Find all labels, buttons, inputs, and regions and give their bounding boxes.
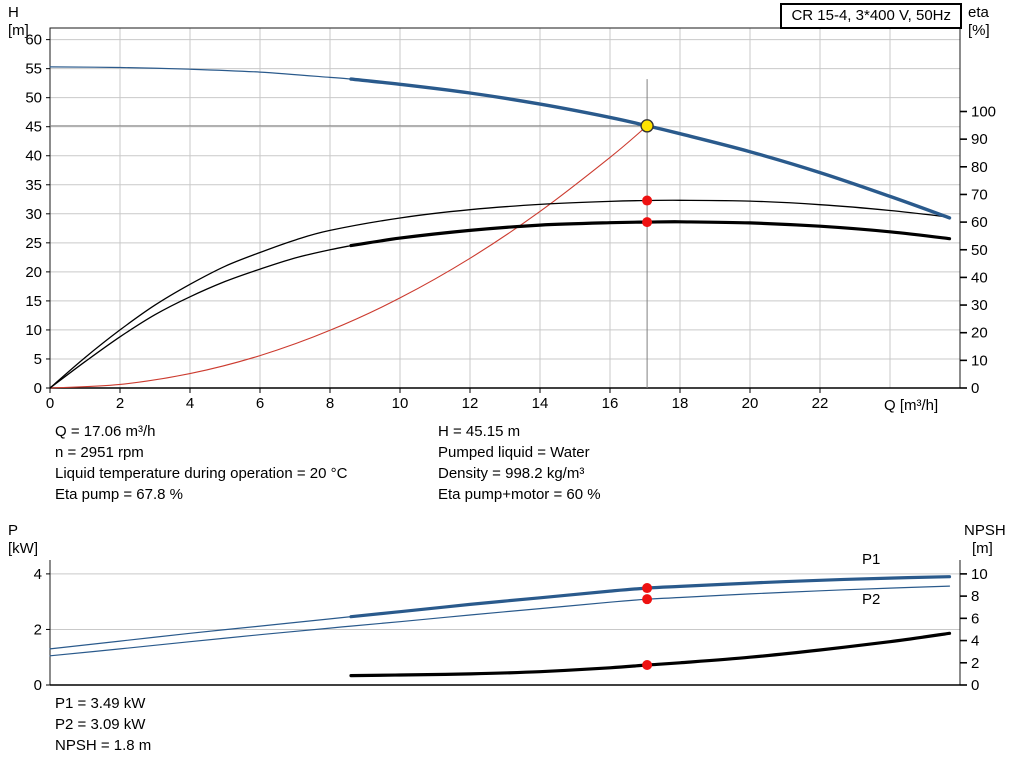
svg-text:20: 20 xyxy=(742,395,759,412)
svg-text:60: 60 xyxy=(25,32,42,49)
svg-text:0: 0 xyxy=(34,677,42,694)
operating-data-right: H = 45.15 m Pumped liquid = Water Densit… xyxy=(438,421,601,505)
density-value: Density = 998.2 kg/m³ xyxy=(438,465,585,482)
svg-text:90: 90 xyxy=(971,131,988,148)
pump-model-title: CR 15-4, 3*400 V, 50Hz xyxy=(780,3,962,29)
svg-text:20: 20 xyxy=(971,325,988,342)
head-axis-label: H [m] xyxy=(8,4,29,40)
svg-text:100: 100 xyxy=(971,104,996,121)
eta-pump-motor-value: Eta pump+motor = 60 % xyxy=(438,486,601,503)
liquid-temperature-value: Liquid temperature during operation = 20… xyxy=(55,465,348,482)
eta-axis-label: eta [%] xyxy=(968,4,990,40)
npsh-value: NPSH = 1.8 m xyxy=(55,737,152,754)
svg-text:P1: P1 xyxy=(862,551,880,568)
svg-text:10: 10 xyxy=(392,395,409,412)
svg-text:40: 40 xyxy=(25,148,42,165)
svg-text:4: 4 xyxy=(971,633,979,650)
svg-text:22: 22 xyxy=(812,395,829,412)
pumped-liquid-value: Pumped liquid = Water xyxy=(438,444,590,461)
svg-text:70: 70 xyxy=(971,186,988,203)
pump-model-text: CR 15-4, 3*400 V, 50Hz xyxy=(791,7,951,24)
power-axis-unit: [kW] xyxy=(8,540,38,557)
npsh-axis-unit: [m] xyxy=(972,540,993,557)
svg-text:0: 0 xyxy=(971,380,979,397)
svg-text:40: 40 xyxy=(971,269,988,286)
svg-text:0: 0 xyxy=(46,395,54,412)
svg-text:80: 80 xyxy=(971,159,988,176)
flow-axis-label: Q [m³/h] xyxy=(884,397,939,414)
svg-text:25: 25 xyxy=(25,235,42,252)
speed-value: n = 2951 rpm xyxy=(55,444,144,461)
eta-pump-value: Eta pump = 67.8 % xyxy=(55,486,183,503)
svg-text:2: 2 xyxy=(971,655,979,672)
svg-text:30: 30 xyxy=(971,297,988,314)
svg-text:2: 2 xyxy=(116,395,124,412)
p2-value: P2 = 3.09 kW xyxy=(55,716,146,733)
svg-text:5: 5 xyxy=(34,351,42,368)
p1-value: P1 = 3.49 kW xyxy=(55,695,146,712)
svg-text:20: 20 xyxy=(25,264,42,281)
power-npsh-results: P1 = 3.49 kW P2 = 3.09 kW NPSH = 1.8 m xyxy=(55,693,151,756)
svg-text:4: 4 xyxy=(34,566,42,583)
svg-text:8: 8 xyxy=(971,588,979,605)
svg-text:50: 50 xyxy=(971,242,988,259)
npsh-axis-symbol: NPSH xyxy=(964,522,1006,539)
svg-text:55: 55 xyxy=(25,61,42,78)
svg-text:16: 16 xyxy=(602,395,619,412)
svg-text:2: 2 xyxy=(34,621,42,638)
svg-text:0: 0 xyxy=(971,677,979,694)
head-axis-symbol: H xyxy=(8,4,19,21)
svg-text:10: 10 xyxy=(971,352,988,369)
head-axis-unit: [m] xyxy=(8,22,29,39)
svg-text:0: 0 xyxy=(34,380,42,397)
svg-text:14: 14 xyxy=(532,395,549,412)
svg-text:15: 15 xyxy=(25,293,42,310)
flow-value: Q = 17.06 m³/h xyxy=(55,423,156,440)
operating-data-left: Q = 17.06 m³/h n = 2951 rpm Liquid tempe… xyxy=(55,421,347,505)
svg-text:12: 12 xyxy=(462,395,479,412)
eta-axis-symbol: eta xyxy=(968,4,989,21)
npsh-axis-label: NPSH [m] xyxy=(964,522,1006,558)
svg-text:60: 60 xyxy=(971,214,988,231)
svg-text:10: 10 xyxy=(971,566,988,583)
head-value: H = 45.15 m xyxy=(438,423,521,440)
svg-text:45: 45 xyxy=(25,119,42,136)
power-axis-symbol: P xyxy=(8,522,19,539)
svg-text:8: 8 xyxy=(326,395,334,412)
svg-text:18: 18 xyxy=(672,395,689,412)
svg-text:6: 6 xyxy=(256,395,264,412)
svg-text:30: 30 xyxy=(25,206,42,223)
svg-text:10: 10 xyxy=(25,322,42,339)
svg-text:4: 4 xyxy=(186,395,194,412)
svg-text:P2: P2 xyxy=(862,591,880,608)
svg-text:35: 35 xyxy=(25,177,42,194)
svg-text:6: 6 xyxy=(971,610,979,627)
svg-text:50: 50 xyxy=(25,90,42,107)
eta-axis-unit: [%] xyxy=(968,22,990,39)
power-axis-label: P [kW] xyxy=(8,522,38,558)
